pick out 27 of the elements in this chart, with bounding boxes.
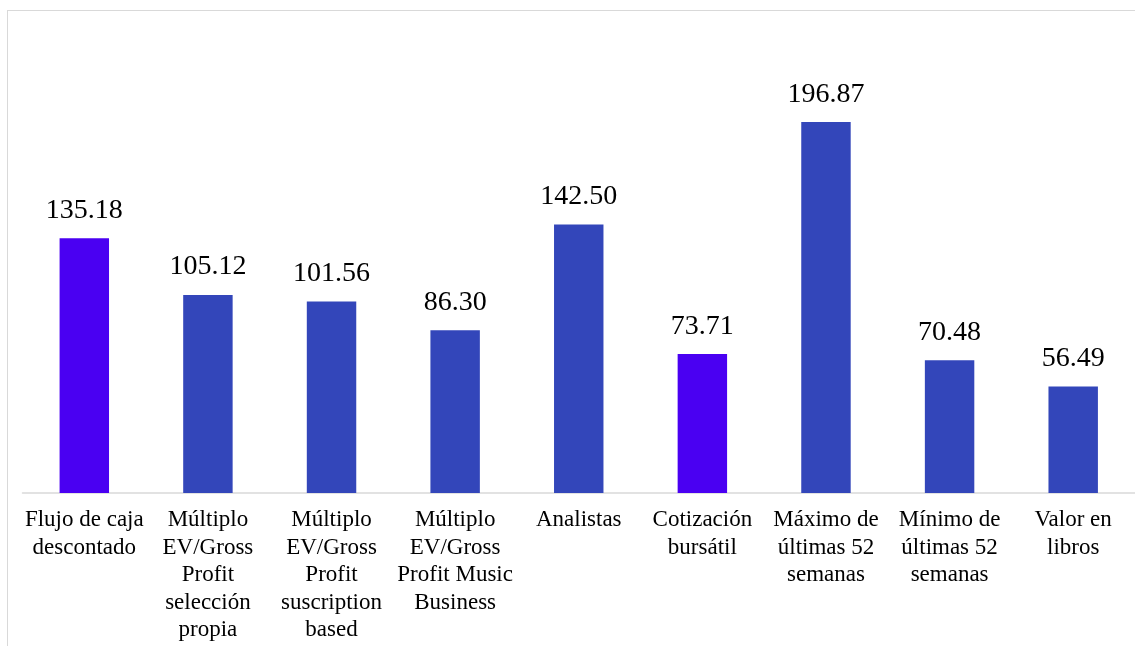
bar [183,294,233,493]
bar [306,301,357,493]
x-tick-label: Cotización bursátil [652,506,753,559]
data-label: 86.30 [423,284,487,316]
bar [1048,386,1098,493]
data-label: 70.48 [918,314,982,346]
bar [924,360,975,493]
bar [59,238,110,493]
x-tick-label: Múltiplo EV/Gross Profit selección propia [162,506,254,642]
bar [677,354,728,493]
data-label: 56.49 [1041,341,1105,373]
data-label: 73.71 [670,308,734,340]
data-label: 142.50 [540,178,618,210]
bar [801,122,851,493]
bar [554,224,604,493]
x-tick-label: Máximo de últimas 52 semanas [773,506,879,587]
bar [430,330,480,493]
x-tick-label: Múltiplo EV/Gross Profit suscription based [281,506,383,642]
x-tick-label: Analistas [535,506,622,532]
data-label: 196.87 [787,76,865,108]
data-label: 135.18 [45,192,123,224]
x-tick-label: Mínimo de últimas 52 semanas [898,506,1001,587]
x-tick-label: Flujo de caja descontado [24,506,144,559]
data-label: 105.12 [169,249,247,281]
x-tick-label: Valor en libros [1034,506,1113,559]
data-label: 101.56 [293,256,371,288]
x-tick-label: Múltiplo EV/Gross Profit Music Business [397,506,513,614]
